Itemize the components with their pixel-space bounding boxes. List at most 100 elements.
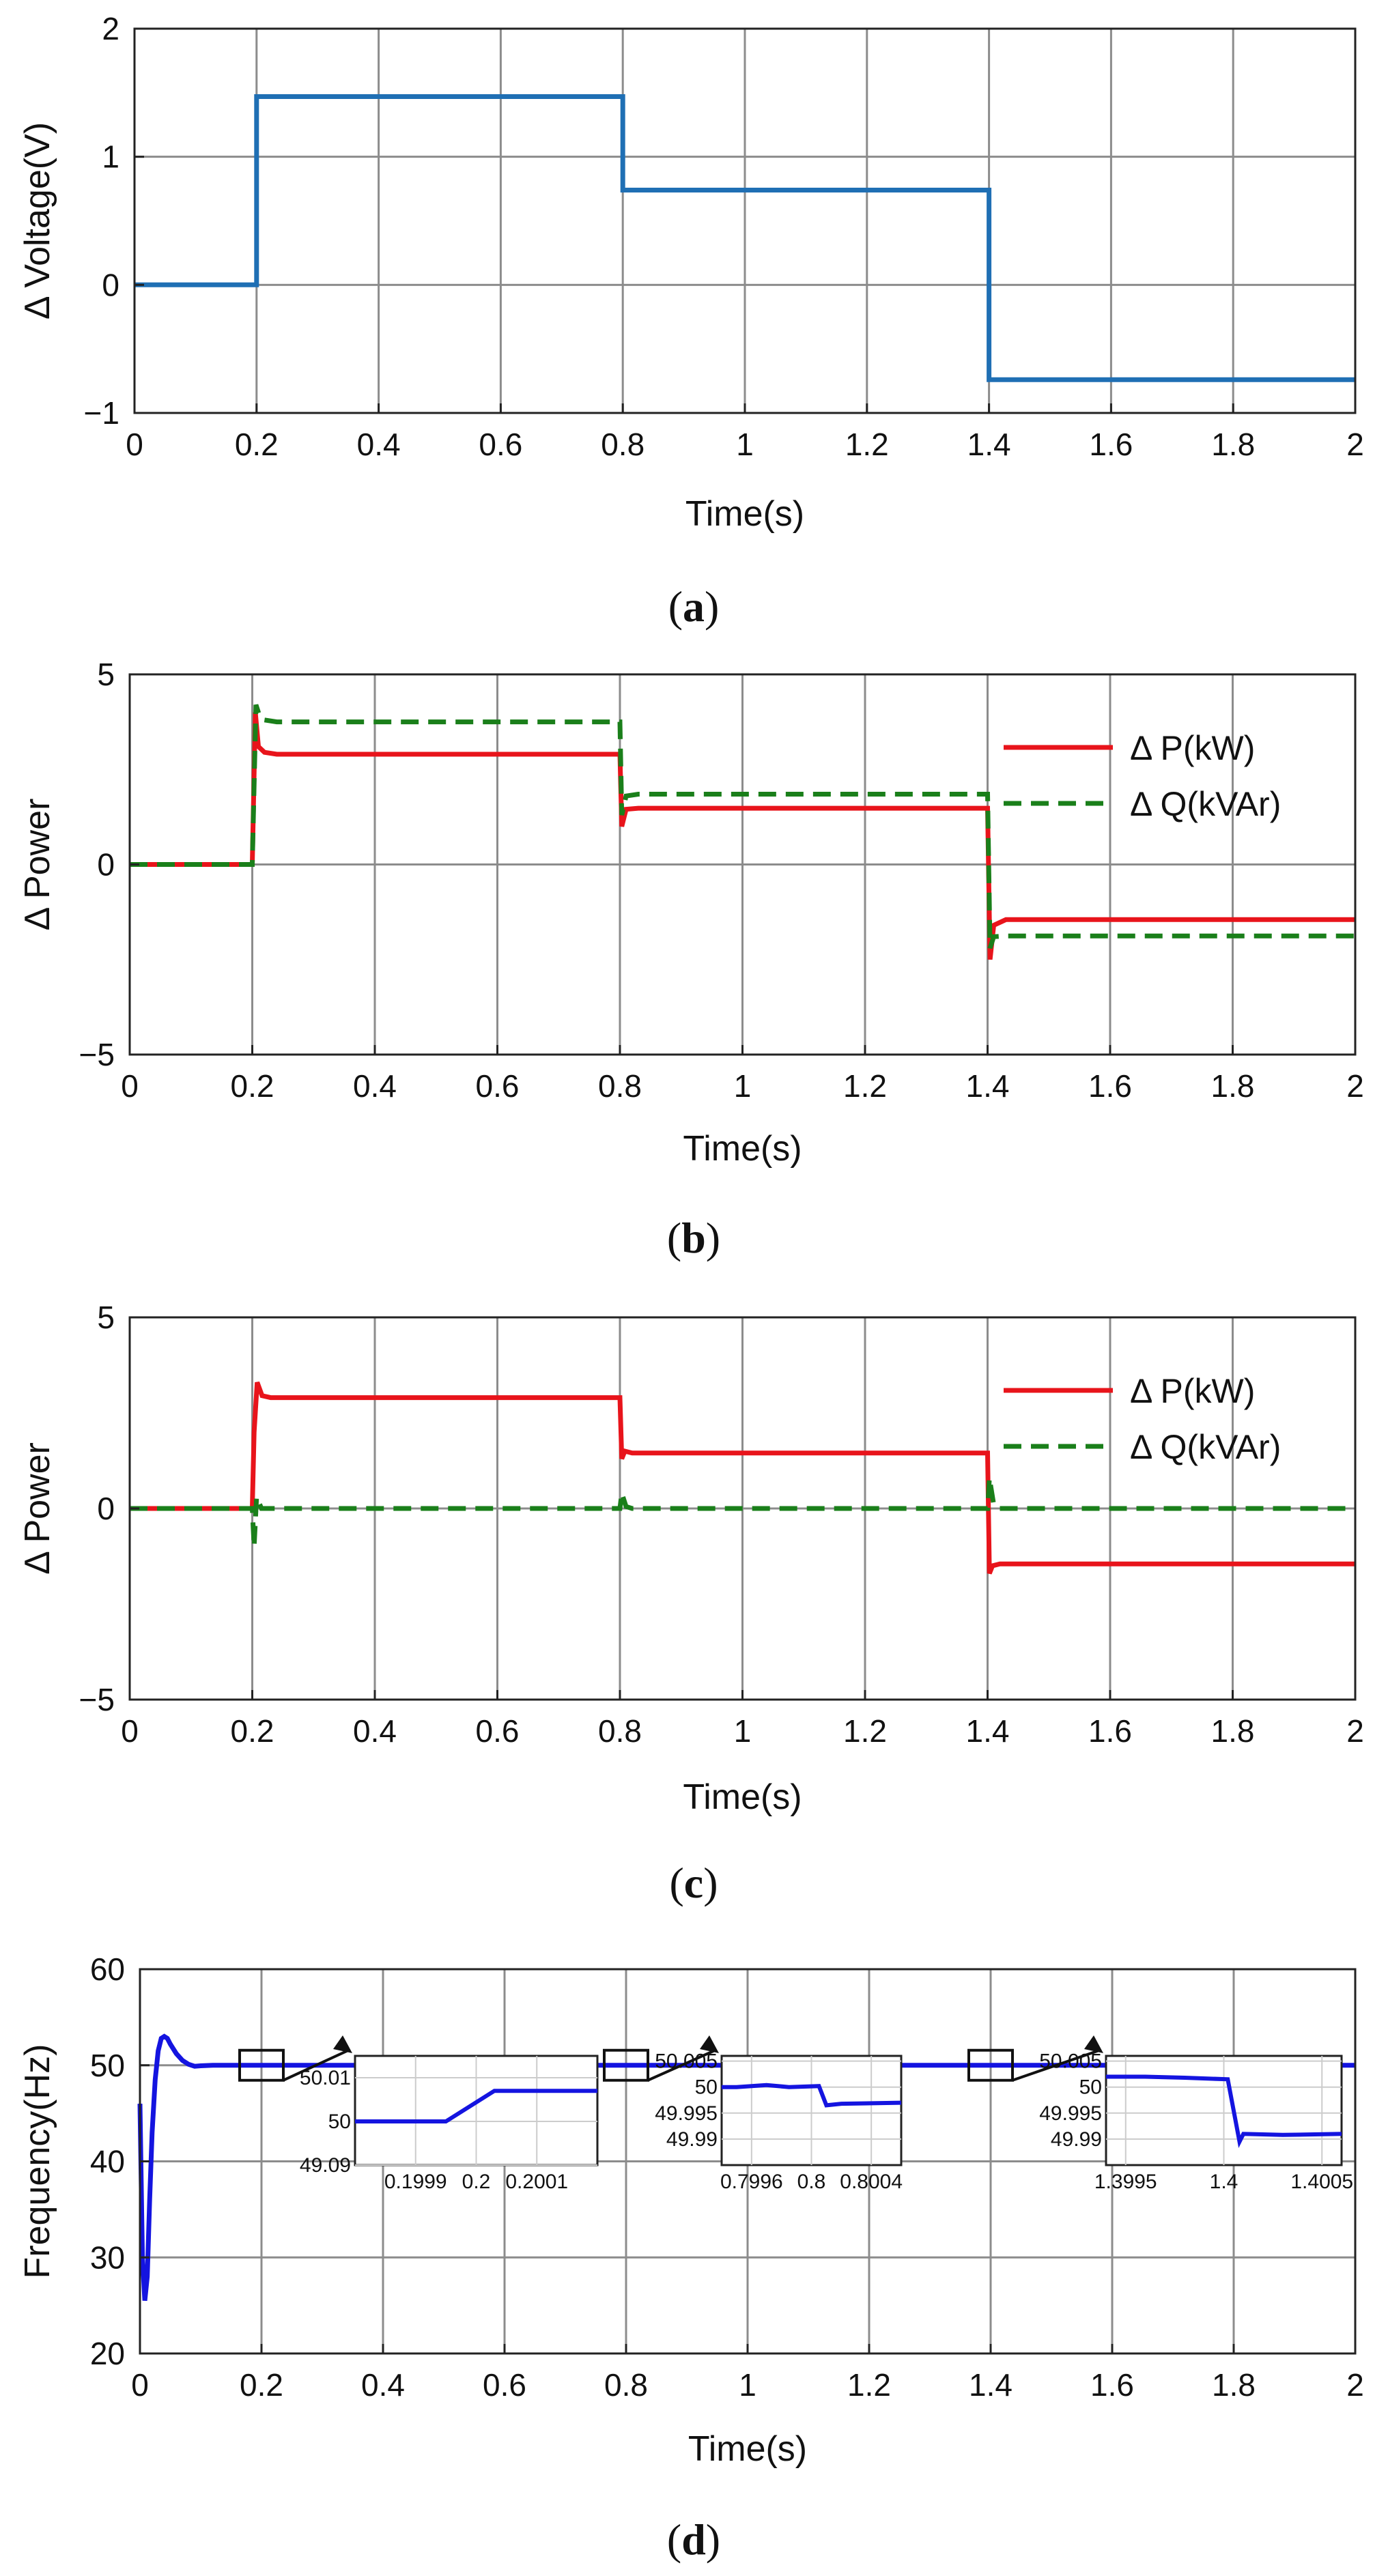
panel-a-chart: 0 0.2 0.4 0.6 0.8 1 1.2 1.4 1.6 1.8 2−1012Time(s)Δ…: [18, 11, 1364, 631]
y-tick-label: 0: [97, 1491, 115, 1526]
x-tick-label: 0.8: [598, 1713, 642, 1749]
inset-x-tick-label: 1.4: [1210, 2171, 1238, 2193]
inset-x-tick-label: 0.7996: [720, 2171, 783, 2193]
zoom-arrow-line: [283, 2049, 349, 2082]
x-tick-label: 0.2: [235, 427, 279, 462]
inset-x-tick-label: 1.4005: [1290, 2171, 1353, 2193]
x-tick-label: 1.6: [1088, 1068, 1132, 1104]
x-tick-label: 0: [131, 2367, 149, 2403]
series-line: [130, 1381, 1355, 1575]
y-axis-label: Δ Power: [18, 1442, 57, 1575]
y-tick-label: 5: [97, 657, 115, 692]
y-tick-label: −5: [79, 1682, 115, 1717]
x-axis-label: Time(s): [688, 2429, 807, 2469]
x-tick-label: 0.4: [357, 427, 401, 462]
x-axis-label: Time(s): [683, 1777, 802, 1817]
inset-y-tick-label: 50.005: [1039, 2050, 1102, 2073]
panel-d-chart: 0 0.2 0.4 0.6 0.8 1 1.2 1.4 1.6 1.8 2 20 30 40 50 60 Tim…: [18, 1951, 1364, 2564]
x-tick-label: 1.4: [969, 2367, 1012, 2403]
y-tick-label: 50: [90, 2048, 125, 2083]
series-line: [130, 1477, 1355, 1547]
inset-x-tick-label: 0.1999: [384, 2171, 447, 2193]
y-axis-label: Δ Voltage(V): [18, 122, 57, 319]
x-tick-label: 0.6: [476, 1713, 520, 1749]
x-tick-label: 1.4: [966, 1713, 1010, 1749]
inset-y-tick-label: 49.995: [1039, 2102, 1102, 2125]
zoom-arrow-line: [647, 2049, 716, 2082]
x-tick-label: 1.4: [966, 1068, 1010, 1104]
inset-y-tick-label: 49.995: [655, 2102, 718, 2125]
series-line: [130, 704, 1355, 949]
y-tick-label: −1: [84, 395, 119, 431]
x-axis-label: Time(s): [683, 1129, 802, 1169]
series-line: [134, 94, 1355, 382]
inset-x-tick-label: 0.8: [797, 2171, 826, 2193]
x-tick-label: 1.2: [847, 2367, 891, 2403]
zoom-arrow-line: [1012, 2049, 1100, 2082]
panel-caption: (a): [668, 582, 720, 631]
panel-caption: (b): [667, 1214, 720, 1262]
x-tick-label: 1: [736, 427, 754, 462]
y-tick-label: 30: [90, 2239, 125, 2275]
x-tick-label: 1.6: [1088, 1713, 1132, 1749]
x-tick-label: 1.2: [843, 1713, 887, 1749]
inset-x-tick-label: 0.2001: [505, 2171, 568, 2193]
legend-label: Δ P(kW): [1130, 1372, 1255, 1410]
series-line: [137, 2033, 1355, 2301]
x-tick-label: 0.4: [361, 2367, 405, 2403]
y-tick-label: 60: [90, 1951, 125, 1987]
x-tick-label: 0.2: [240, 2367, 283, 2403]
legend-label: Δ P(kW): [1130, 729, 1255, 767]
x-tick-label: 0.4: [353, 1068, 397, 1104]
y-tick-label: 20: [90, 2336, 125, 2371]
x-tick-label: 0.6: [476, 1068, 520, 1104]
x-tick-label: 0: [126, 427, 143, 462]
x-tick-label: 0: [121, 1068, 139, 1104]
x-tick-label: 1.8: [1211, 1713, 1255, 1749]
inset-y-tick-label: 50: [328, 2110, 351, 2133]
inset-y-tick-label: 49.99: [666, 2128, 718, 2151]
inset-y-tick-label: 50: [695, 2076, 718, 2099]
panel-c-chart: 0 0.2 0.4 0.6 0.8 1 1.2 1.4 1.6 1.8 2−505Time(s)Δ …: [18, 1300, 1364, 1907]
legend-label: Δ Q(kVAr): [1130, 785, 1281, 823]
inset-x-tick-label: 0.8004: [840, 2171, 903, 2193]
x-tick-label: 0.8: [598, 1068, 642, 1104]
x-tick-label: 1.8: [1211, 427, 1255, 462]
x-tick-label: 1.6: [1089, 427, 1133, 462]
panel-caption: (c): [669, 1859, 718, 1907]
inset-series-line: [722, 2083, 902, 2108]
x-tick-label: 0.8: [604, 2367, 648, 2403]
zoom-arrow-head: [1084, 2035, 1103, 2053]
inset-y-tick-label: 50.01: [300, 2067, 351, 2089]
x-tick-label: 2: [1346, 2367, 1364, 2403]
zoom-box: [238, 2048, 285, 2082]
x-tick-label: 1.6: [1090, 2367, 1134, 2403]
y-tick-label: −5: [79, 1037, 115, 1072]
x-tick-label: 0.4: [353, 1713, 397, 1749]
zoom-arrow-head: [333, 2035, 352, 2053]
panel-caption: (d): [667, 2515, 720, 2564]
x-tick-label: 0.2: [231, 1713, 274, 1749]
inset-x-tick-label: 1.3995: [1094, 2171, 1157, 2193]
x-tick-label: 1.4: [967, 427, 1011, 462]
y-axis-label: Frequency(Hz): [18, 2044, 57, 2279]
zoom-arrow-head: [700, 2035, 719, 2053]
x-tick-label: 1: [739, 2367, 756, 2403]
inset-y-tick-label: 49.99: [1051, 2128, 1102, 2151]
y-tick-label: 0: [102, 267, 119, 302]
y-axis-label: Δ Power: [18, 799, 57, 931]
y-tick-label: 0: [97, 847, 115, 883]
y-tick-label: 1: [102, 139, 119, 175]
x-tick-label: 1: [734, 1068, 752, 1104]
y-tick-label: 2: [102, 11, 119, 46]
y-tick-label: 40: [90, 2144, 125, 2179]
x-tick-label: 0.2: [231, 1068, 274, 1104]
inset-y-tick-label: 49.09: [300, 2154, 351, 2177]
inset-series-line: [1106, 2074, 1342, 2149]
zoom-box: [603, 2048, 649, 2082]
inset-y-tick-label: 50: [1079, 2076, 1102, 2099]
x-tick-label: 1.2: [843, 1068, 887, 1104]
panel-b-chart: 0 0.2 0.4 0.6 0.8 1 1.2 1.4 1.6 1.8 2−505Time(s)Δ …: [18, 657, 1364, 1262]
